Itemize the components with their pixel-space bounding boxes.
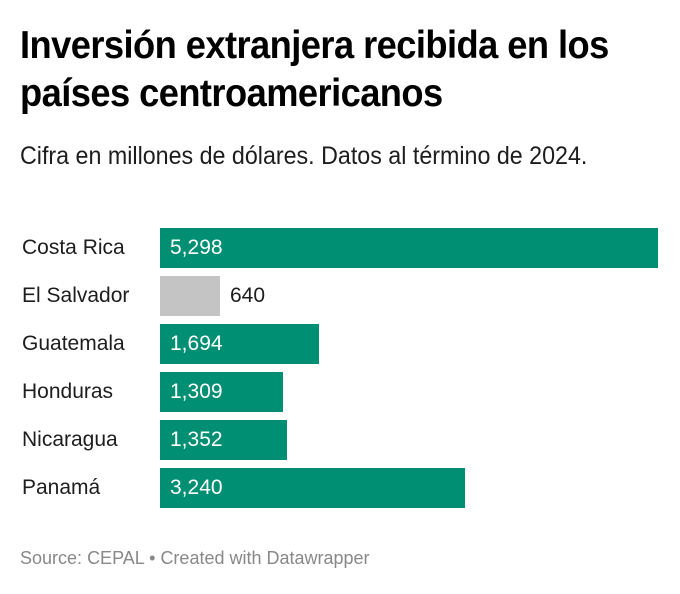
value-label: 1,309: [170, 380, 223, 403]
chart-title: Inversión extranjera recibida en los paí…: [20, 24, 609, 115]
category-label: Honduras: [22, 380, 114, 403]
value-label: 1,694: [170, 332, 223, 355]
source-label: Source:: [20, 548, 83, 568]
bar: [160, 372, 283, 412]
chart-subtitle: Cifra en millones de dólares. Datos al t…: [20, 142, 588, 170]
footer-separator: •: [149, 548, 156, 568]
bar: [160, 228, 658, 268]
category-label: El Salvador: [22, 284, 130, 307]
value-label: 640: [230, 284, 266, 307]
category-label: Guatemala: [22, 332, 125, 355]
bar: [160, 468, 465, 508]
category-label: Nicaragua: [22, 428, 118, 451]
category-label: Costa Rica: [22, 236, 125, 259]
datawrapper-credit: Created with Datawrapper: [160, 548, 370, 568]
bar: [160, 420, 287, 460]
category-label: Panamá: [22, 476, 101, 499]
source-name: CEPAL: [87, 548, 145, 568]
value-label: 5,298: [170, 236, 223, 259]
bar: [160, 276, 220, 316]
value-label: 1,352: [170, 428, 223, 451]
chart-footer: Source: CEPAL • Created with Datawrapper: [20, 548, 370, 569]
bar: [160, 324, 319, 364]
value-label: 3,240: [170, 476, 223, 499]
bar-chart: Costa Rica 5,298 El Salvador 640 Guatemala 1,…: [0, 222, 680, 516]
